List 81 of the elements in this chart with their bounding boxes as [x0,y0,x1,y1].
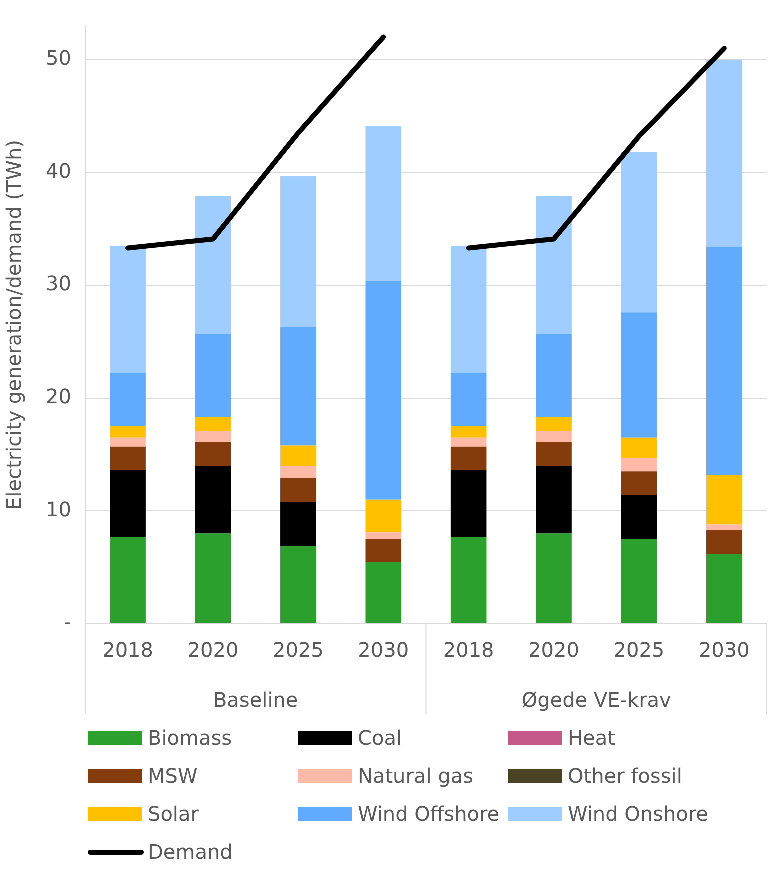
bar [706,524,742,530]
bar [366,126,402,281]
bar [280,478,316,502]
bar [195,196,232,334]
bar [280,502,316,546]
x-tick-label: 2020 [188,638,239,662]
legend-label: Wind Onshore [568,802,708,826]
bar [195,334,232,418]
bar [706,530,742,554]
bar [706,475,742,525]
y-tick-label: 30 [46,272,72,296]
bar [110,426,146,438]
bar [110,438,146,447]
bar [450,246,487,374]
bar [110,537,146,624]
bar [195,466,232,534]
bar [110,470,146,538]
bar [536,196,572,334]
bar [621,472,658,496]
bar [536,431,572,442]
legend-label: Other fossil [568,764,682,788]
legend-label: Heat [568,726,616,750]
legend-label: Wind Offshore [358,802,500,826]
bar [366,280,402,500]
bar [621,312,658,438]
bar [621,438,658,458]
x-tick-label: 2020 [528,638,580,662]
bar [621,152,658,313]
legend-label: MSW [148,764,198,788]
bar [195,442,232,466]
y-axis-title: Electricity generation/demand (TWh) [2,140,26,510]
legend-label: Natural gas [358,764,474,788]
text: Baseline [213,688,298,712]
bar [280,546,316,624]
text: Øgede VE-krav [522,688,672,712]
bar [706,554,742,624]
x-tick-label: 2030 [358,638,410,662]
y-tick-label: 40 [46,158,72,183]
bar [621,539,658,624]
bar [280,466,316,478]
bar [366,539,402,562]
y-tick-label: - [64,610,72,634]
legend-label: Demand [148,840,233,864]
bar [450,426,487,438]
x-tick-label: 2025 [614,638,665,662]
y-tick-label: 20 [46,384,72,409]
bar [536,334,572,418]
bar [280,327,316,446]
bar [536,466,572,534]
y-tick-label: 10 [46,497,72,522]
bar [366,500,402,533]
bar [536,442,572,466]
bar [450,537,487,624]
bar [195,418,232,432]
bar [706,247,742,476]
x-tick-label: 2030 [698,638,750,662]
bar [621,458,658,472]
bar [195,431,232,442]
bar [110,246,146,374]
y-tick-label: 50 [46,46,72,70]
bar [450,470,487,538]
legend-label: Biomass [148,726,232,750]
x-tick-label: 2025 [272,638,324,662]
bar [280,446,316,466]
bar [536,534,572,624]
bar [450,446,487,471]
legend-label: Coal [358,726,402,750]
bar [110,374,146,427]
bar [706,60,742,248]
x-tick-label: 2018 [102,638,154,662]
bar [450,374,487,427]
bar [110,446,146,471]
bar [366,562,402,624]
legend-label: Solar [148,802,199,826]
bar [195,534,232,624]
bar [366,532,402,540]
bar [621,495,658,540]
bar [450,438,487,447]
bar [536,418,572,432]
bar [280,176,316,328]
x-tick-label: 2018 [443,638,494,662]
